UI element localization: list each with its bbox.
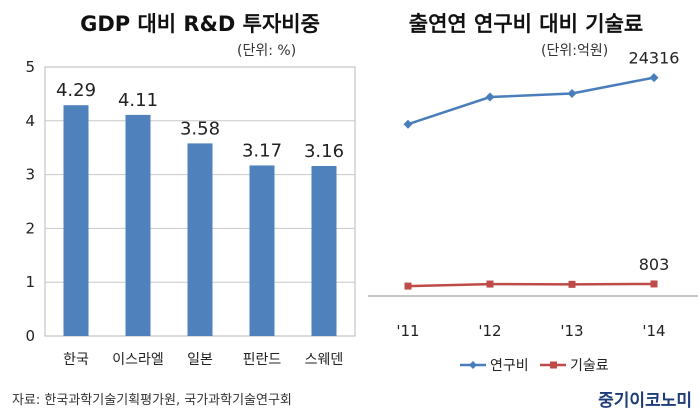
line-x-tick-label: '12 (478, 322, 501, 340)
bar-category-label: 핀란드 (243, 352, 282, 368)
bar-category-label: 한국 (63, 352, 89, 368)
right-chart-title: 출연연 연구비 대비 기술료 (408, 12, 644, 36)
bar (187, 143, 213, 336)
bar-data-label: 3.58 (180, 118, 220, 139)
bar-data-label: 3.16 (304, 141, 344, 162)
line-data-label: 803 (639, 255, 670, 274)
series-point-square (650, 280, 658, 288)
bar-data-label: 4.29 (56, 80, 96, 101)
series-point-square (486, 280, 494, 288)
series-line-1 (407, 76, 655, 126)
bar (63, 105, 89, 336)
bar (249, 165, 275, 336)
bar-y-tick-label: 0 (25, 327, 35, 345)
series-line-2 (407, 282, 655, 288)
line-x-tick-label: '13 (560, 322, 583, 340)
bar-data-label: 3.17 (242, 140, 282, 161)
left-chart-unit: (단위: %) (237, 43, 297, 59)
bar (311, 165, 337, 336)
bar (125, 114, 151, 337)
series-point-square (404, 282, 412, 290)
bar-category-label: 스웨덴 (305, 352, 344, 368)
series-point-diamond (567, 89, 577, 99)
bar-category-label: 이스라엘 (112, 352, 164, 368)
legend-marker-diamond (469, 361, 477, 369)
bar-data-label: 4.11 (118, 90, 158, 111)
series-point-diamond (403, 119, 413, 129)
bar-y-tick-label: 4 (25, 112, 35, 130)
bar-y-tick-label: 3 (25, 166, 35, 184)
legend-label: 연구비 (490, 358, 529, 374)
line-data-label: 24316 (629, 49, 680, 68)
bar-category-label: 일본 (187, 352, 213, 368)
bar-y-tick-label: 1 (25, 273, 35, 291)
right-chart-unit: (단위:억원) (541, 43, 609, 59)
legend-label: 기술료 (570, 358, 609, 374)
brand-logo: 중기이코노미 (598, 391, 692, 411)
legend-marker-square (550, 361, 557, 369)
left-chart-title: GDP 대비 R&D 투자비중 (80, 12, 320, 36)
series-point-square (568, 280, 576, 288)
bar-y-tick-label: 2 (25, 219, 35, 237)
series-point-diamond (649, 73, 659, 83)
line-x-tick-label: '11 (396, 322, 419, 340)
line-x-tick-label: '14 (642, 322, 665, 340)
source-note: 자료: 한국과학기술기획평가원, 국가과학기술연구회 (12, 393, 292, 408)
series-point-diamond (485, 92, 495, 102)
bar-y-tick-label: 5 (25, 58, 35, 76)
